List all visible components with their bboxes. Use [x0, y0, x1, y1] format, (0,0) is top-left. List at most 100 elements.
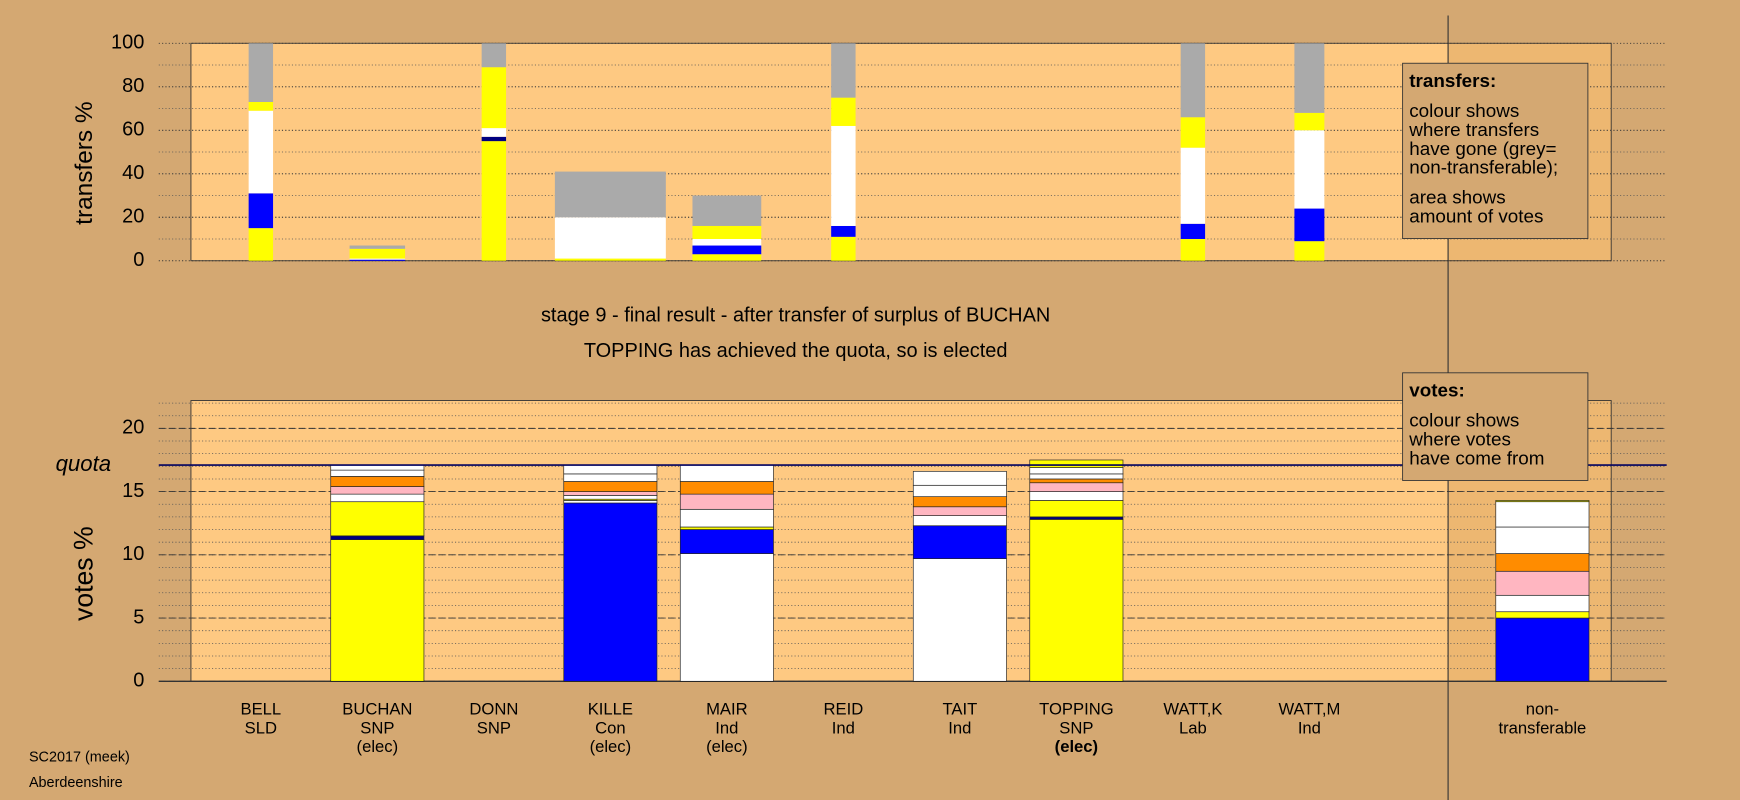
y-tick-label: 40 — [122, 162, 144, 184]
bar-segment — [349, 248, 406, 259]
bar-segment — [481, 136, 507, 142]
bar-segment — [912, 506, 1007, 516]
y-axis-label: transfers % — [71, 101, 98, 224]
bar-segment — [679, 529, 774, 554]
bar-segment — [831, 97, 856, 126]
x-tick-status: (elec) — [357, 737, 399, 756]
y-tick-label: 15 — [122, 480, 144, 502]
bar-segment — [679, 481, 774, 495]
bar-segment — [248, 193, 274, 229]
note-title: transfers: — [1409, 70, 1496, 91]
bottom-plot-area — [190, 400, 1612, 682]
bar-segment — [1180, 239, 1206, 261]
bar-segment — [912, 515, 1007, 527]
y-tick-label: 10 — [122, 543, 144, 565]
note-line: amount of votes — [1409, 205, 1543, 226]
x-tick-sublabel: SLD — [245, 718, 277, 737]
bar-segment — [1495, 570, 1590, 596]
note-line: where transfers — [1408, 119, 1539, 140]
y-tick-label: 0 — [133, 249, 144, 271]
bar-segment — [1029, 491, 1124, 501]
note-title: votes: — [1409, 380, 1465, 401]
x-tick-sublabel: transferable — [1499, 718, 1587, 737]
x-tick-sublabel: SNP — [1059, 718, 1093, 737]
bar-segment — [679, 508, 774, 528]
y-axis-label: votes % — [69, 526, 99, 621]
footer: Aberdeenshire — [29, 775, 123, 791]
bar-segment — [554, 171, 666, 218]
bar-segment — [248, 110, 274, 194]
bar-segment — [330, 476, 425, 487]
x-tick-status: (elec) — [706, 737, 748, 756]
x-tick-label: TOPPING — [1039, 700, 1114, 719]
bar-segment — [330, 535, 425, 540]
footer: SC2017 (meek) — [29, 750, 130, 766]
bar-segment — [692, 239, 762, 246]
bar-segment — [692, 245, 762, 255]
bar-segment — [1029, 482, 1124, 492]
bar-segment — [1495, 500, 1590, 503]
y-tick-label: 20 — [122, 206, 144, 228]
bar-segment — [349, 258, 406, 260]
bar-segment — [1029, 473, 1124, 480]
note-box — [1402, 372, 1589, 481]
bar-segment — [349, 259, 406, 261]
x-tick-label: KILLE — [588, 700, 633, 719]
bar-segment — [248, 228, 274, 261]
bar-segment — [1495, 501, 1590, 528]
bar-segment — [349, 245, 406, 249]
bar-segment — [248, 101, 274, 111]
x-tick-label: WATT,M — [1278, 700, 1340, 719]
bar-segment — [330, 486, 425, 495]
x-tick-label: MAIR — [706, 700, 748, 719]
x-tick-status: (elec) — [1055, 737, 1098, 756]
bar-segment — [563, 481, 658, 492]
bar-segment — [1294, 130, 1325, 209]
bar-segment — [1495, 526, 1590, 554]
bar-segment — [563, 495, 658, 500]
bar-segment — [1180, 43, 1206, 118]
bar-segment — [912, 484, 1007, 497]
x-tick-sublabel: Ind — [832, 718, 855, 737]
x-tick-label: REID — [824, 700, 864, 719]
bar-segment — [679, 526, 774, 530]
bar-segment — [330, 501, 425, 537]
x-tick-label: DONN — [469, 700, 518, 719]
x-tick-label: BELL — [241, 700, 282, 719]
x-tick-sublabel: SNP — [360, 718, 394, 737]
quota-label: quota — [56, 451, 112, 476]
x-tick-sublabel: Ind — [1298, 718, 1321, 737]
bar-segment — [1029, 519, 1124, 682]
bar-segment — [481, 67, 507, 129]
y-tick-label: 0 — [133, 670, 144, 692]
bar-segment — [679, 493, 774, 510]
bar-segment — [831, 225, 856, 237]
bar-segment — [481, 43, 507, 68]
note-line: colour shows — [1409, 100, 1519, 121]
y-tick-label: 20 — [122, 417, 144, 439]
chart-subtitle: TOPPING has achieved the quota, so is el… — [584, 340, 1008, 362]
bar-segment — [679, 464, 774, 482]
x-tick-sublabel: Lab — [1179, 718, 1207, 737]
bar-segment — [912, 471, 1007, 486]
note-box — [1402, 62, 1589, 240]
bar-segment — [692, 195, 762, 226]
bar-segment — [1029, 459, 1124, 468]
y-tick-label: 60 — [122, 119, 144, 141]
bar-segment — [248, 43, 274, 102]
bar-segment — [692, 254, 762, 261]
note-line: colour shows — [1409, 410, 1519, 431]
y-tick-label: 80 — [122, 75, 144, 97]
x-tick-label: TAIT — [942, 700, 977, 719]
bar-segment — [831, 236, 856, 261]
bar-segment — [912, 525, 1007, 559]
bar-segment — [1029, 478, 1124, 484]
bar-segment — [692, 225, 762, 240]
bar-segment — [563, 464, 658, 475]
x-tick-sublabel: SNP — [477, 718, 511, 737]
bar-segment — [1495, 617, 1590, 682]
note-line: have come from — [1409, 447, 1544, 468]
chart-title: stage 9 - final result - after transfer … — [541, 305, 1050, 327]
note-line: area shows — [1409, 187, 1505, 208]
